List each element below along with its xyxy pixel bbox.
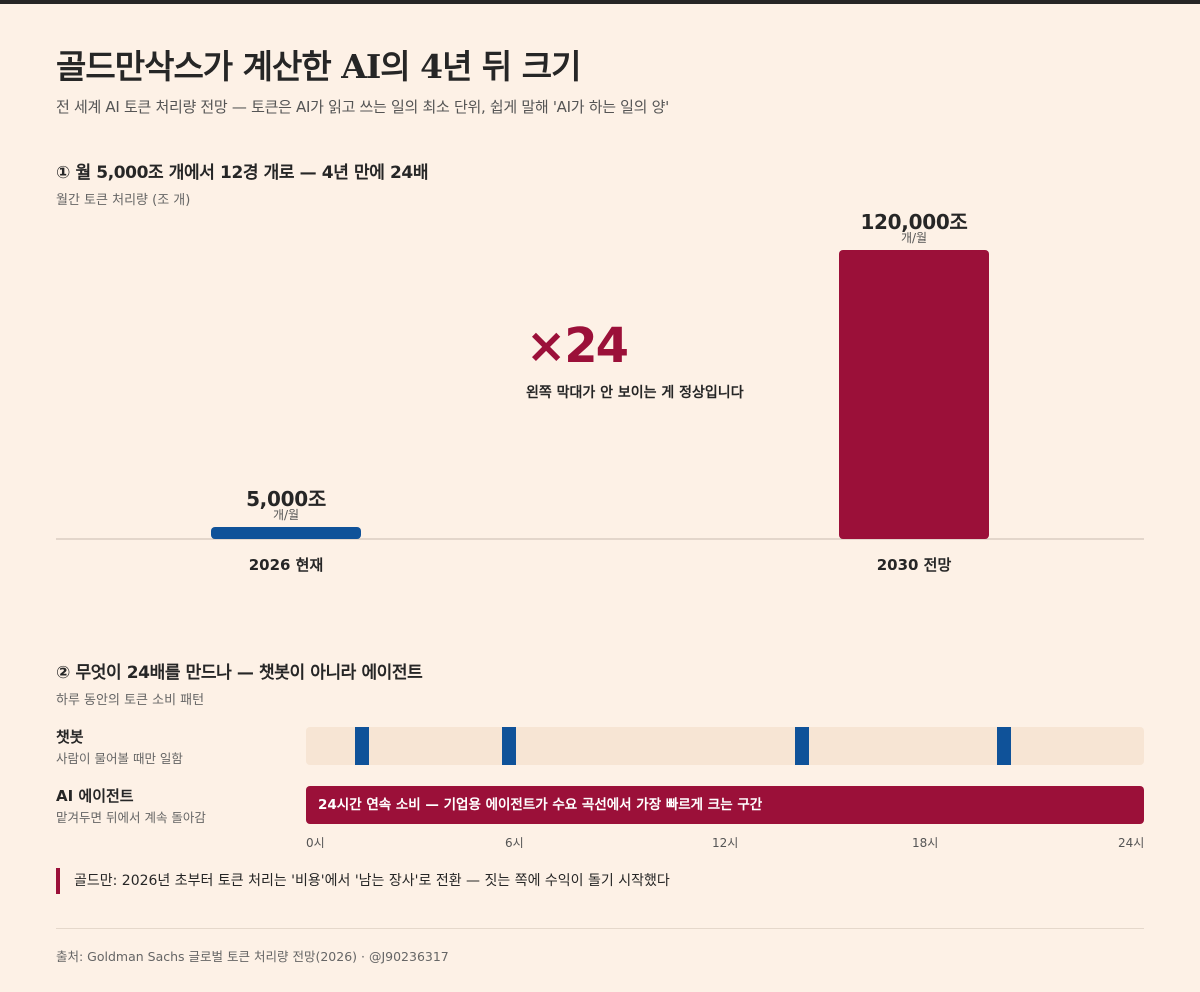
chatbot-usage-pulse [501,727,516,765]
section2-title: ② 무엇이 24배를 만드나 — 챗봇이 아니라 에이전트 [56,663,423,683]
page-subtitle: 전 세계 AI 토큰 처리량 전망 — 토큰은 AI가 읽고 쓰는 일의 최소 … [56,98,669,116]
category-label-2030: 2030 전망 [876,556,952,574]
x-tick-12h: 12시 [712,836,739,850]
bar-unit-label-2030: 개/월 [900,231,928,245]
row-label-chatbot: 챗봇 [56,728,84,746]
multiplier-note: 왼쪽 막대가 안 보이는 게 정상입니다 [526,385,744,401]
bar-chart-svg [56,250,1144,540]
page-title: 골드만삭스가 계산한 AI의 4년 뒤 크기 [56,47,581,86]
bar-2030-forecast [839,250,989,539]
row-desc-agent: 맡겨두면 뒤에서 계속 돌아감 [56,810,206,825]
section1-title: ① 월 5,000조 개에서 12경 개로 — 4년 만에 24배 [56,163,429,183]
agent-continuous-bar: 24시간 연속 소비 — 기업용 에이전트가 수요 곡선에서 가장 빠르게 크는… [306,786,1144,824]
row-desc-chatbot: 사람이 물어볼 때만 일함 [56,751,183,766]
section1-subtitle: 월간 토큰 처리량 (조 개) [56,193,191,208]
token-volume-bar-chart: 5,000조 개/월 2026 현재 120,000조 개/월 2030 전망 … [56,190,1144,590]
x-tick-6h: 6시 [505,836,524,850]
goldman-callout: 골드만: 2026년 초부터 토큰 처리는 '비용'에서 '남는 장사'로 전환… [56,868,670,894]
category-label-2026: 2026 현재 [248,556,324,574]
bar-value-label-2030: 120,000조 [860,210,968,234]
multiplier-annotation: ×24 [526,318,629,374]
x-tick-24h: 24시 [1118,836,1145,850]
chatbot-usage-pulse [997,727,1012,765]
bar-2026-current [211,526,361,539]
bar-value-label-2026: 5,000조 [246,486,326,511]
top-rule [0,0,1200,4]
bar-unit-label-2026: 개/월 [272,507,300,522]
x-tick-18h: 18시 [912,836,939,850]
chatbot-usage-pulse [354,727,369,765]
row-label-agent: AI 에이전트 [56,787,134,805]
footer-divider [56,928,1144,929]
chatbot-usage-pulse [794,727,809,765]
x-tick-0h: 0시 [306,836,325,850]
section2-subtitle: 하루 동안의 토큰 소비 패턴 [56,693,205,708]
source-note: 출처: Goldman Sachs 글로벌 토큰 처리량 전망(2026) · … [56,949,449,964]
chatbot-timeline-track [306,727,1144,765]
